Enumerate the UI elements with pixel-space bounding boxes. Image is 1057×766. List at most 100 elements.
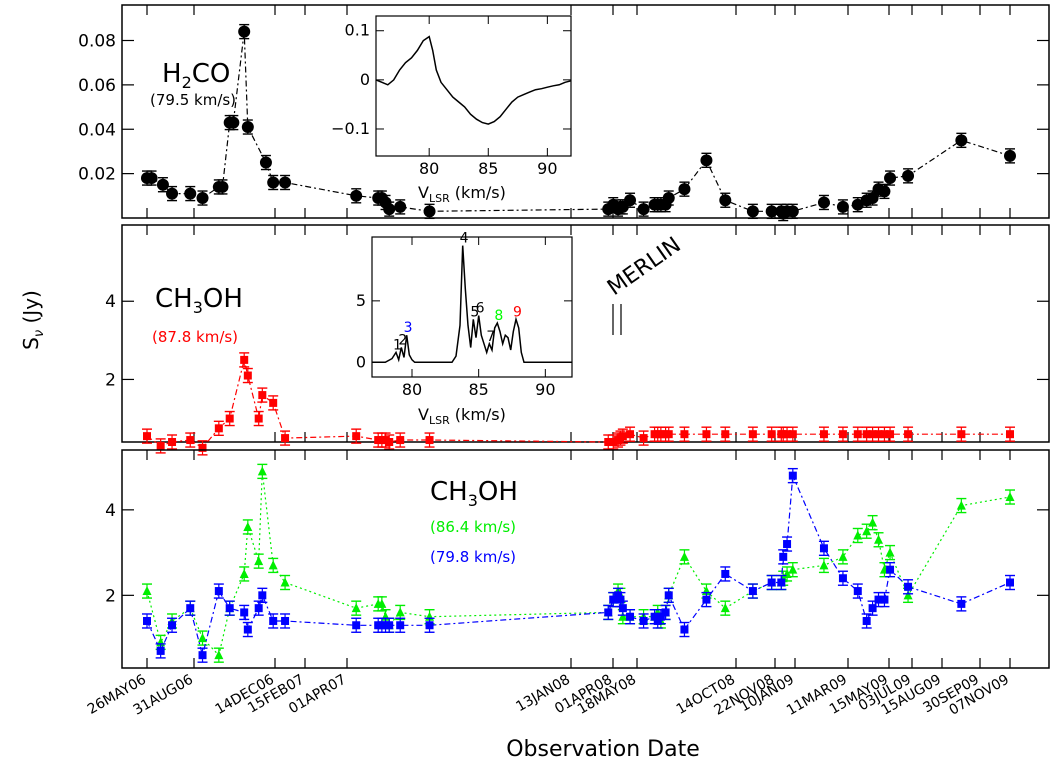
legend-blue-velocity: (79.8 km/s) (430, 548, 516, 566)
data-point (259, 156, 272, 169)
data-point (143, 616, 151, 625)
data-point (225, 414, 234, 423)
data-point (1005, 492, 1015, 502)
inset-x-tick-label: 80 (419, 159, 439, 178)
data-point (746, 205, 759, 218)
inset-spectrum-line (375, 35, 572, 125)
data-point (656, 430, 665, 439)
data-point (679, 551, 689, 561)
data-point (637, 203, 650, 216)
data-point (765, 205, 778, 218)
data-point (214, 587, 223, 596)
data-point (240, 608, 249, 617)
data-point (626, 430, 635, 439)
data-point (279, 176, 292, 189)
data-point (788, 564, 798, 574)
data-point (862, 616, 871, 625)
data-point (678, 183, 691, 196)
data-point (957, 430, 966, 439)
data-point (156, 441, 165, 450)
x-axis-label: Observation Date (506, 737, 700, 762)
data-point (838, 574, 847, 583)
data-point (886, 565, 895, 574)
data-point (862, 526, 872, 536)
data-point (662, 192, 675, 205)
data-point (902, 169, 915, 182)
data-point (664, 591, 673, 600)
data-point (243, 521, 253, 531)
data-point (394, 200, 407, 213)
data-point (838, 551, 848, 561)
data-point (269, 616, 278, 625)
data-point (604, 608, 613, 617)
series-line (146, 471, 1011, 657)
data-point (817, 196, 830, 209)
data-point (720, 603, 730, 613)
data-point (702, 430, 711, 439)
y-tick-label: 0.04 (78, 120, 116, 140)
inset-x-tick-label: 85 (468, 380, 488, 399)
data-point (702, 595, 711, 604)
y-tick-label: 4 (105, 292, 116, 312)
inset-h2co-spectrum: 80 85 90 0.1 0 −0.1 VLSR (km/s) (331, 15, 572, 205)
data-point (955, 134, 968, 147)
data-point (377, 598, 387, 608)
data-point (853, 430, 862, 439)
data-point (186, 604, 195, 613)
data-point (874, 534, 884, 544)
data-point (425, 621, 434, 630)
inset-peak-label: 7 (486, 329, 495, 345)
data-point (788, 471, 797, 480)
y-tick-label: 0.02 (78, 165, 116, 185)
data-point (352, 432, 361, 441)
data-point (862, 430, 871, 439)
data-point (748, 430, 757, 439)
h2co-velocity: (79.5 km/s) (150, 91, 236, 109)
data-point (143, 432, 151, 441)
inset-x-tick-label: 85 (478, 159, 498, 178)
data-point (618, 432, 627, 441)
data-point (267, 176, 280, 189)
data-point (767, 430, 776, 439)
data-point (874, 595, 883, 604)
inset-h2co-xlabel: VLSR (km/s) (418, 183, 506, 205)
data-point (748, 587, 757, 596)
data-point (281, 434, 290, 443)
y-tick-label: 0.06 (78, 76, 116, 96)
data-point (383, 203, 396, 216)
inset-peak-label: 8 (494, 308, 503, 324)
data-point (680, 430, 689, 439)
data-point (878, 185, 891, 198)
data-point (240, 355, 249, 364)
data-point (352, 621, 361, 630)
data-point (198, 443, 207, 452)
data-point (650, 612, 659, 621)
data-point (254, 556, 264, 566)
data-point (281, 616, 290, 625)
data-point (142, 586, 152, 596)
data-point (395, 607, 405, 617)
data-point (1006, 430, 1014, 439)
data-point (243, 625, 252, 634)
data-point (1004, 149, 1016, 162)
data-point (721, 430, 730, 439)
data-point (198, 633, 208, 643)
panel-h2co: 0.02 0.04 0.06 0.08 H2CO (79.5 km/s) (78, 4, 1050, 222)
data-point (853, 530, 863, 540)
data-point (614, 591, 623, 600)
inset-x-tick-label: 80 (402, 380, 422, 399)
data-point (258, 391, 267, 400)
data-point (618, 604, 627, 613)
data-point (656, 612, 665, 621)
data-point (783, 430, 792, 439)
data-point (868, 517, 878, 527)
data-point (239, 568, 249, 578)
data-point (767, 578, 776, 587)
data-point (254, 414, 263, 423)
data-point (639, 434, 648, 443)
data-point (880, 595, 889, 604)
svg-text:Sν (Jy): Sν (Jy) (19, 290, 47, 350)
data-point (269, 398, 278, 407)
